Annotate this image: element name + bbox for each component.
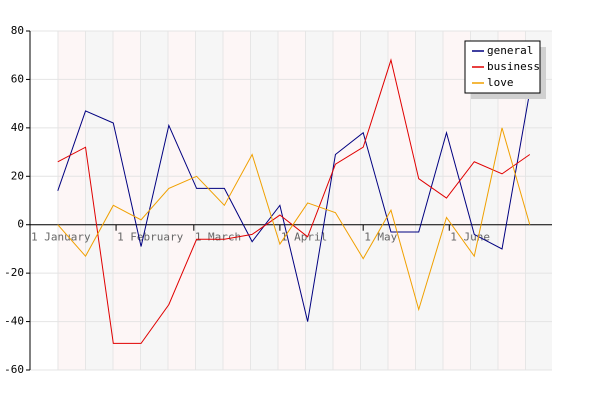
stripe [85,31,113,370]
stripe [168,31,196,370]
stripe [278,31,306,370]
stripe [250,31,278,370]
legend-label: general [487,44,533,57]
x-tick-label: 1 June [450,231,490,244]
stripe [388,31,416,370]
y-tick-label: -40 [4,315,24,328]
stripe [223,31,251,370]
stripe [195,31,223,370]
y-tick-label: 60 [11,72,24,85]
x-tick-label: 1 March [195,231,241,244]
x-tick-label: 1 April [281,231,327,244]
legend-label: love [487,76,514,89]
stripe [333,31,361,370]
y-tick-label: 40 [11,121,24,134]
stripe [58,31,86,370]
stripe [113,31,141,370]
y-tick-label: -20 [4,266,24,279]
series-line [57,58,531,344]
series-line [57,127,531,312]
stripe [305,31,333,370]
stripe [415,31,443,370]
y-tick-label: -60 [4,363,24,376]
legend-label: business [487,60,540,73]
y-tick-label: 80 [11,24,24,37]
series-line [57,91,531,322]
stripe [360,31,388,370]
y-tick-label: 0 [17,218,24,231]
x-tick-label: 1 January [31,231,91,244]
x-tick-label: 1 February [117,231,184,244]
x-tick-label: 1 May [364,231,397,244]
y-tick-label: 20 [11,169,24,182]
stripe [140,31,168,370]
